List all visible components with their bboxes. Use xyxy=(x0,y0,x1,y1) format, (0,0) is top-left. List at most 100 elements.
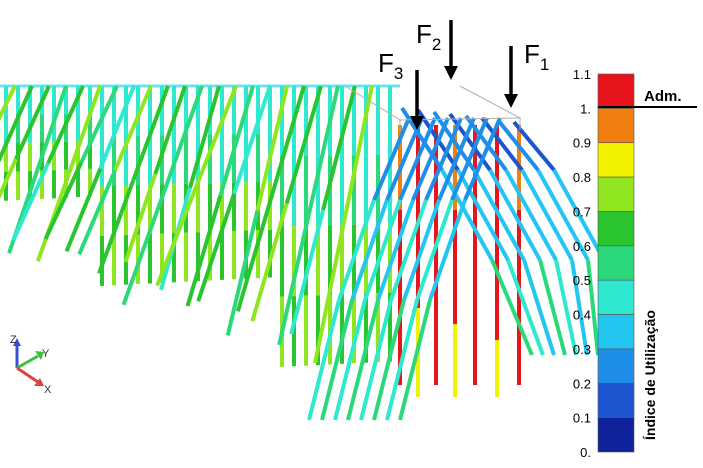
pile-element xyxy=(218,85,255,197)
pile-element xyxy=(123,173,158,263)
colorbar-tick-label: 0. xyxy=(580,445,591,460)
pile-element xyxy=(522,259,556,356)
pile-element xyxy=(155,185,199,287)
pile-element xyxy=(250,203,289,322)
pile-element xyxy=(98,85,136,170)
pile-element xyxy=(77,169,117,256)
colorbar-tick-label: 0.8 xyxy=(573,170,591,185)
pile-element xyxy=(512,120,556,172)
pile-element xyxy=(389,199,428,301)
pile-element xyxy=(289,209,326,335)
colorbar: 1.11.0.90.80.70.60.50.40.30.20.10. Adm. … xyxy=(573,67,697,460)
force-arrow-f2: F2 xyxy=(416,19,458,80)
pile-element xyxy=(385,117,424,201)
pile-element xyxy=(46,85,85,165)
colorbar-tick-label: 1. xyxy=(580,101,591,116)
pile-element xyxy=(554,259,578,356)
colorbar-band xyxy=(597,73,635,109)
pile-element xyxy=(372,117,411,201)
force-label-f1: F1 xyxy=(524,39,549,74)
pile-element xyxy=(538,259,567,356)
pile-element xyxy=(35,85,68,171)
pile-element xyxy=(121,194,165,306)
colorbar-band xyxy=(597,314,635,350)
colorbar-tick-label: 0.4 xyxy=(573,308,591,323)
colorbar-band xyxy=(597,211,635,247)
pile-element xyxy=(196,192,236,302)
pile-element xyxy=(440,169,494,261)
pile-element xyxy=(131,85,170,181)
pile-element xyxy=(64,167,103,253)
pile-element xyxy=(277,215,311,346)
pile-field xyxy=(0,84,611,421)
axis-y-label: Y xyxy=(42,348,50,360)
colorbar-band xyxy=(597,108,635,144)
pile-element xyxy=(552,169,606,261)
axis-x-label: X xyxy=(44,384,52,396)
pile-element xyxy=(79,85,119,164)
colorbar-tick-label: 0.2 xyxy=(573,376,591,391)
colorbar-band xyxy=(597,279,635,315)
pile-element xyxy=(232,85,272,195)
colorbar-ticks: 1.1 1. 0.9 0.8 0.7 0.6 0.5 0.4 0.3 0.2 0.1 0. xyxy=(573,67,591,460)
pile-element xyxy=(1,85,34,152)
pile-element xyxy=(472,169,526,261)
force-arrow-f1: F1 xyxy=(504,39,549,108)
pile-element xyxy=(320,299,354,421)
colorbar-band xyxy=(597,176,635,212)
colorbar-tick-label: 0.5 xyxy=(573,273,591,288)
pile-element xyxy=(456,169,510,261)
pile-element xyxy=(570,259,589,356)
pile-element xyxy=(424,117,463,201)
force-label-f2: F2 xyxy=(416,19,441,54)
pile-element xyxy=(480,116,524,172)
pile-element xyxy=(372,299,406,421)
pile-element xyxy=(488,169,542,261)
colorbar-tick-label: 1.1 xyxy=(573,67,591,82)
axis-triad: Z Y X xyxy=(10,334,52,396)
colorbar-tick-label: 0.3 xyxy=(573,342,591,357)
pile-element xyxy=(428,199,467,301)
pile-element xyxy=(536,169,590,261)
pile-element xyxy=(490,259,534,356)
pile-element xyxy=(520,169,574,261)
pile-element xyxy=(0,85,17,121)
pile-element xyxy=(0,158,18,200)
colorbar-tick-label: 0.6 xyxy=(573,239,591,254)
pile-element xyxy=(504,169,558,261)
colorbar-band xyxy=(597,382,635,418)
pile-element xyxy=(153,85,187,175)
pile-element xyxy=(67,85,102,175)
pile-element xyxy=(376,199,415,301)
pile-element xyxy=(7,168,40,254)
axis-z-label: Z xyxy=(10,334,17,346)
pile-element xyxy=(398,299,432,421)
pile-element xyxy=(337,199,376,301)
pile-element xyxy=(385,299,419,421)
colorbar-tick-label: 0.1 xyxy=(573,411,591,426)
pile-element xyxy=(346,299,380,421)
pile-element xyxy=(496,118,540,172)
pile-cap-outline xyxy=(344,85,522,132)
pile-element xyxy=(14,85,51,160)
pile-element xyxy=(437,117,476,201)
pile-element xyxy=(97,179,136,275)
pile-element xyxy=(411,117,450,201)
pile-element xyxy=(284,85,323,205)
pile-element xyxy=(415,199,454,301)
pile-element xyxy=(321,85,357,211)
pile-element xyxy=(185,195,223,307)
pile-element xyxy=(463,117,502,201)
colorbar-band xyxy=(597,245,635,281)
pile-element xyxy=(269,85,306,200)
colorbar-title: Índice de Utilização xyxy=(642,310,658,440)
pile-element xyxy=(36,172,71,262)
pile-element xyxy=(363,199,402,301)
pile-element xyxy=(160,85,204,197)
pile-element xyxy=(359,299,393,421)
pile-element xyxy=(235,198,273,312)
pile-element xyxy=(333,299,367,421)
pile-element xyxy=(255,85,289,212)
pile-element xyxy=(341,85,374,225)
